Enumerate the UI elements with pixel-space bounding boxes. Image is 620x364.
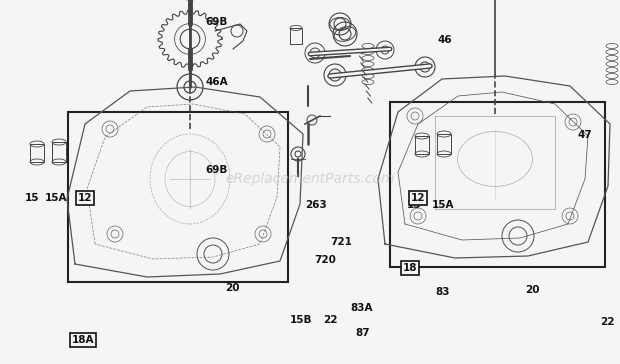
Text: 46A: 46A [205, 77, 228, 87]
Text: 46: 46 [437, 35, 452, 45]
Text: 69B: 69B [205, 17, 228, 27]
Bar [290, 28, 302, 44]
Text: 15: 15 [25, 193, 40, 203]
Bar [52, 142, 66, 162]
Text: 47: 47 [578, 130, 593, 140]
Text: 720: 720 [314, 255, 336, 265]
Text: 12: 12 [410, 193, 425, 203]
Text: eReplacementParts.com: eReplacementParts.com [225, 172, 395, 186]
Bar [437, 134, 451, 154]
Text: 15A: 15A [432, 200, 454, 210]
Text: 20: 20 [525, 285, 539, 295]
Text: 15: 15 [407, 200, 422, 210]
Text: 87: 87 [355, 328, 370, 338]
Text: 83: 83 [435, 287, 449, 297]
Text: 12: 12 [78, 193, 92, 203]
Text: 15A: 15A [45, 193, 68, 203]
Text: 22: 22 [600, 317, 614, 327]
Text: 721: 721 [330, 237, 352, 247]
Text: 15B: 15B [290, 315, 312, 325]
Text: 22: 22 [323, 315, 337, 325]
Text: 69B: 69B [205, 165, 228, 175]
Text: 18: 18 [403, 263, 417, 273]
Text: 83A: 83A [350, 303, 373, 313]
Text: 18A: 18A [72, 335, 94, 345]
Text: 20: 20 [225, 283, 239, 293]
Text: 263: 263 [305, 200, 327, 210]
Bar [415, 136, 429, 154]
Bar [30, 144, 44, 162]
